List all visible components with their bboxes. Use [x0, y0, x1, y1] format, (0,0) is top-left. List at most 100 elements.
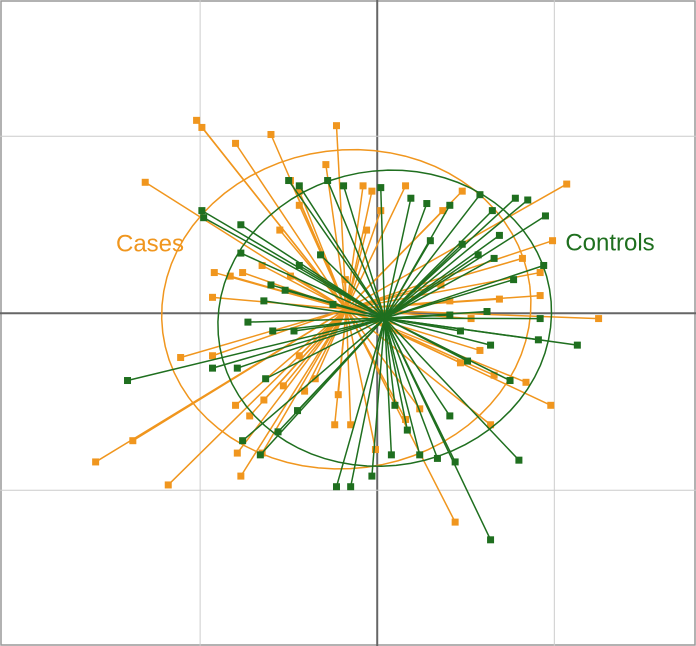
star-line — [265, 317, 386, 380]
star-line — [384, 243, 463, 319]
point — [474, 251, 482, 259]
point — [295, 182, 303, 190]
point — [334, 391, 342, 399]
point — [262, 375, 270, 383]
point — [324, 177, 332, 185]
point — [233, 449, 241, 457]
point — [368, 187, 376, 195]
point — [340, 182, 348, 190]
point — [488, 207, 496, 215]
star-line — [237, 317, 385, 369]
star-line — [326, 180, 386, 319]
point — [536, 315, 544, 323]
star-line — [298, 185, 386, 319]
star-line — [345, 210, 444, 310]
point — [387, 451, 395, 459]
star-line — [384, 215, 546, 319]
point — [209, 293, 217, 301]
point — [260, 396, 268, 404]
point — [233, 364, 241, 372]
star-line — [345, 190, 373, 310]
star-line — [383, 318, 396, 406]
point — [295, 261, 303, 269]
point — [285, 177, 293, 185]
point — [437, 281, 445, 289]
star-line — [384, 254, 479, 319]
star-line — [384, 317, 491, 346]
star-line — [282, 308, 347, 387]
star-line — [384, 317, 520, 461]
star-line — [345, 309, 377, 450]
point — [534, 336, 542, 344]
star-line — [383, 318, 421, 456]
star-line — [242, 317, 386, 442]
point — [332, 483, 340, 491]
star-line — [384, 317, 439, 459]
point — [540, 261, 548, 269]
point — [483, 307, 491, 315]
star-line — [293, 317, 385, 332]
point — [279, 382, 287, 390]
point — [476, 191, 484, 199]
point — [237, 472, 245, 480]
point — [232, 139, 240, 147]
point — [295, 201, 303, 209]
point — [495, 231, 503, 239]
point — [246, 412, 254, 420]
point — [198, 207, 206, 215]
point — [295, 187, 303, 195]
point — [267, 131, 275, 139]
point — [563, 180, 571, 188]
star-line — [298, 264, 386, 319]
point — [294, 407, 302, 415]
point — [331, 421, 339, 429]
star-line — [144, 181, 347, 310]
point — [446, 201, 454, 209]
point — [407, 194, 415, 202]
star-line — [384, 203, 428, 319]
star-line — [335, 317, 386, 487]
point — [487, 421, 495, 429]
point — [329, 300, 337, 308]
point — [198, 123, 206, 131]
point — [511, 194, 519, 202]
star-line — [384, 317, 456, 463]
point — [371, 446, 379, 454]
point — [269, 327, 277, 335]
point — [446, 311, 454, 319]
point — [210, 269, 218, 277]
star-line — [95, 308, 347, 463]
point — [446, 412, 454, 420]
point — [439, 207, 447, 215]
point — [92, 458, 100, 466]
point — [209, 364, 217, 372]
point — [490, 254, 498, 262]
legend-label: Cases — [116, 230, 184, 257]
ellipse — [160, 148, 532, 470]
point — [200, 214, 208, 222]
star-line — [240, 252, 386, 319]
star-line — [247, 317, 385, 323]
point — [209, 352, 217, 360]
point — [522, 378, 530, 386]
point — [490, 371, 498, 379]
point — [193, 116, 201, 124]
star-line — [332, 303, 385, 319]
point — [515, 456, 523, 464]
point — [510, 276, 518, 284]
point — [276, 226, 284, 234]
star-line — [380, 187, 386, 319]
star-line — [384, 199, 529, 319]
star-line — [203, 217, 386, 319]
point — [595, 315, 603, 323]
star-line — [127, 317, 385, 382]
point — [239, 437, 247, 445]
point — [402, 182, 410, 190]
star-line — [212, 308, 347, 357]
star-line — [345, 210, 382, 310]
point — [359, 182, 367, 190]
point — [524, 196, 532, 204]
point — [332, 122, 340, 130]
